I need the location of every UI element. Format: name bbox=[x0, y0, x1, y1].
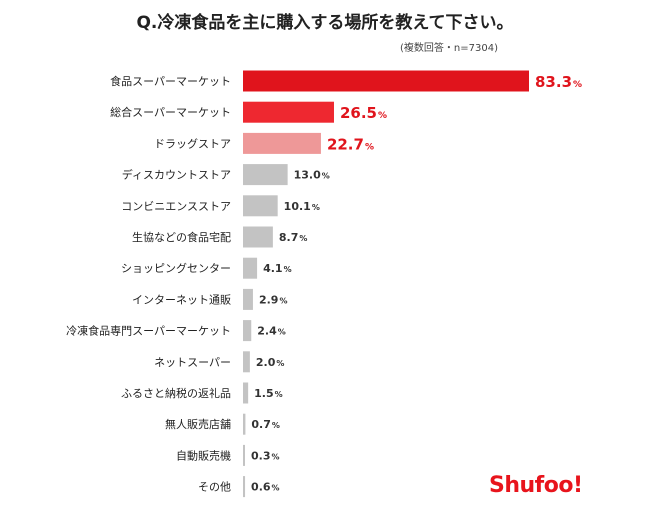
category-label: インターネット通販 bbox=[132, 293, 231, 306]
category-label: ネットスーパー bbox=[154, 356, 231, 369]
bar bbox=[243, 164, 288, 186]
chart-title: Q.冷凍食品を主に購入する場所を教えて下さい。 bbox=[136, 13, 514, 33]
bar bbox=[243, 288, 253, 310]
bar bbox=[243, 195, 278, 217]
category-label: 食品スーパーマーケット bbox=[110, 74, 231, 88]
value-label: 4.1% bbox=[263, 262, 292, 275]
value-label: 83.3% bbox=[535, 73, 582, 91]
value-label: 0.6% bbox=[251, 481, 280, 494]
bar bbox=[243, 476, 246, 498]
bar bbox=[243, 413, 246, 435]
value-label: 0.7% bbox=[251, 418, 280, 431]
shufoo-logo: Shufoo! bbox=[489, 473, 583, 498]
value-label: 8.7% bbox=[279, 231, 308, 244]
value-label: 2.0% bbox=[256, 356, 285, 369]
category-label: ショッピングセンター bbox=[121, 261, 231, 275]
category-label: 生協などの食品宅配 bbox=[132, 230, 231, 244]
category-label: ふるさと納税の返礼品 bbox=[121, 386, 231, 400]
category-label: その他 bbox=[198, 481, 231, 494]
value-label: 13.0% bbox=[294, 169, 330, 182]
bar bbox=[243, 320, 252, 342]
bar bbox=[243, 101, 334, 123]
value-label: 2.4% bbox=[257, 325, 286, 338]
bar bbox=[243, 257, 258, 279]
value-label: 10.1% bbox=[284, 200, 320, 213]
category-label: ドラッグストア bbox=[154, 136, 231, 150]
bar bbox=[243, 132, 321, 154]
sample-note: (複数回答・n=7304) bbox=[400, 43, 498, 54]
value-label: 0.3% bbox=[251, 449, 280, 462]
value-label: 26.5% bbox=[340, 104, 387, 122]
category-label: 総合スーパーマーケット bbox=[110, 105, 231, 119]
bar bbox=[243, 70, 529, 92]
value-label: 2.9% bbox=[259, 293, 288, 306]
category-label: 自動販売機 bbox=[176, 448, 231, 462]
bar bbox=[243, 382, 249, 404]
category-label: コンビニエンスストア bbox=[121, 200, 231, 213]
category-label: 無人販売店舗 bbox=[165, 417, 231, 431]
category-label: ディスカウントストア bbox=[122, 168, 231, 182]
value-label: 22.7% bbox=[327, 135, 374, 153]
bar bbox=[243, 351, 250, 373]
value-label: 1.5% bbox=[254, 387, 283, 400]
category-label: 冷凍食品専門スーパーマーケット bbox=[66, 324, 231, 338]
bar bbox=[243, 226, 273, 248]
bar bbox=[243, 444, 245, 466]
